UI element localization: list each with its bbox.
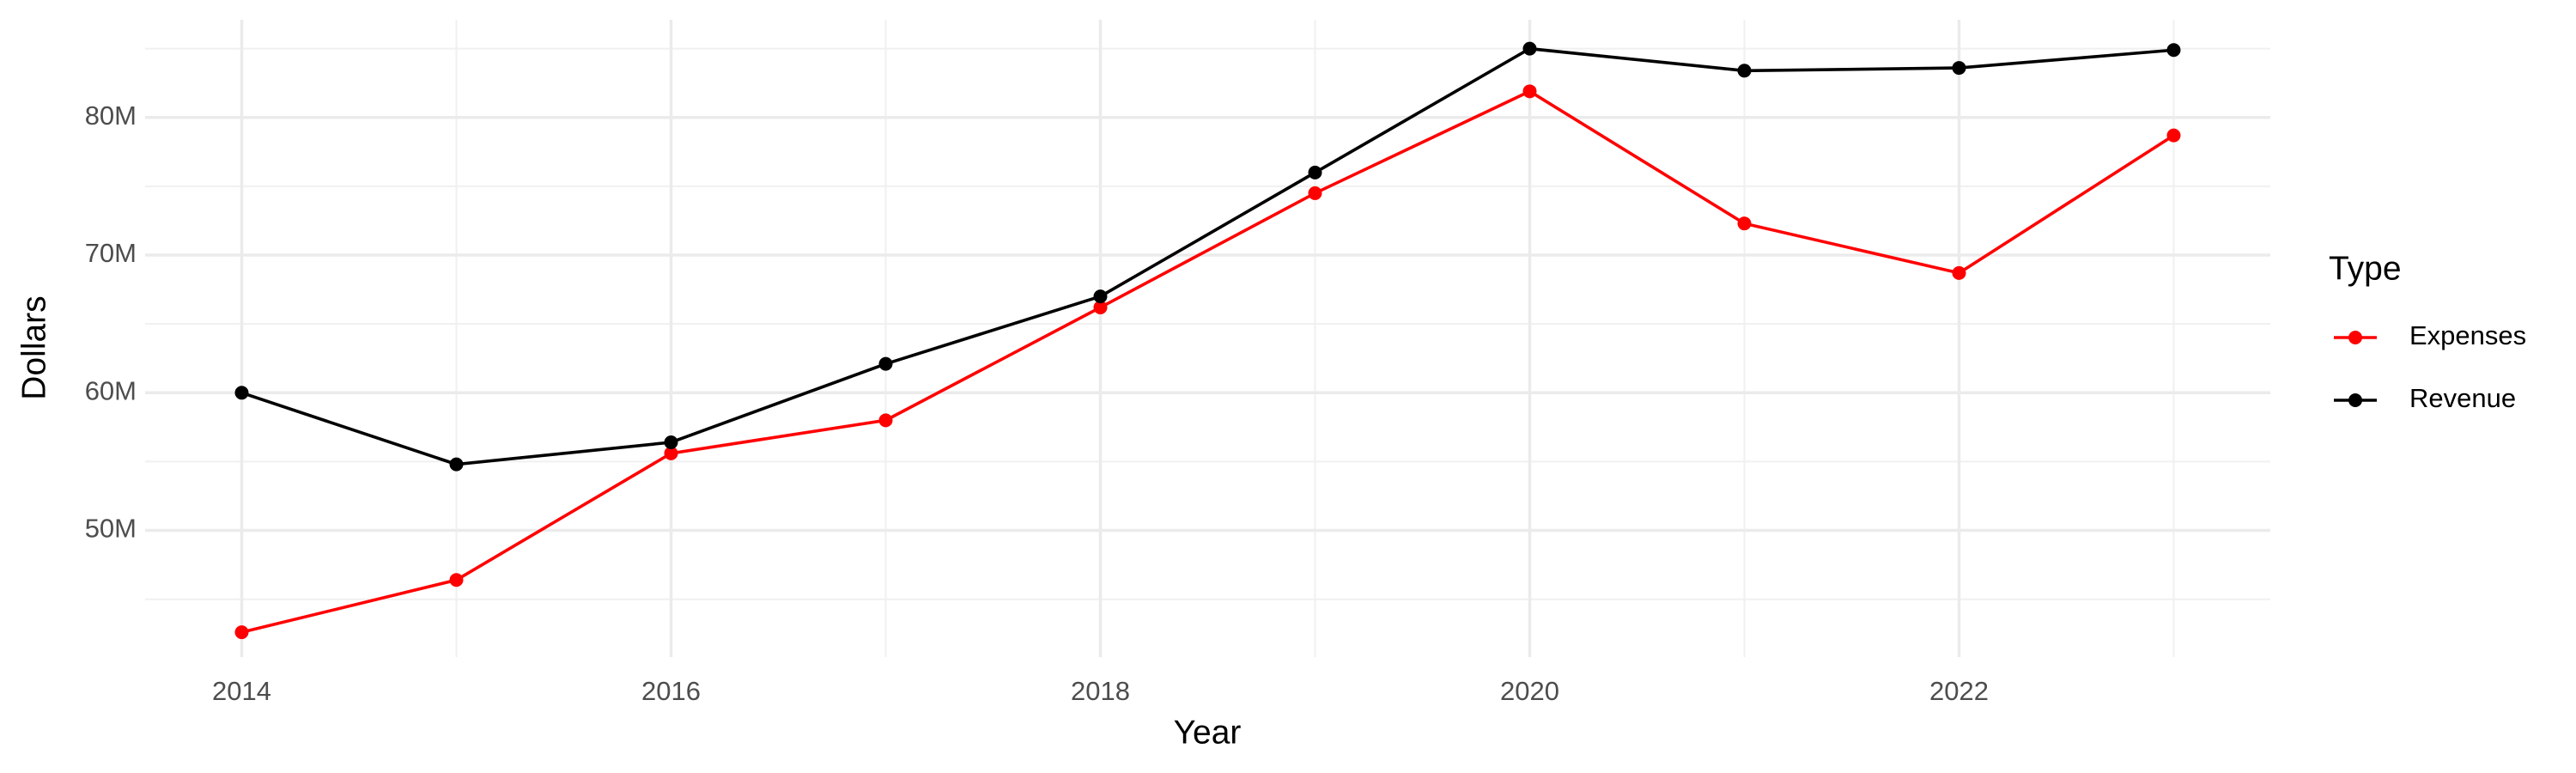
data-point [1093, 300, 1108, 314]
data-point [1308, 165, 1322, 180]
data-point [2166, 43, 2181, 58]
x-tick-label: 2016 [641, 676, 701, 706]
x-tick-label: 2022 [1929, 676, 1989, 706]
data-point [449, 573, 464, 587]
data-point [1737, 216, 1752, 231]
y-tick-label: 70M [85, 238, 137, 268]
data-point [2166, 128, 2181, 143]
series-line [240, 46, 2174, 466]
x-axis-title: Year [1174, 714, 1242, 751]
legend-key-point [2348, 393, 2362, 407]
x-tick-label: 2020 [1500, 676, 1559, 706]
data-point [1308, 186, 1322, 200]
series-line [241, 89, 2175, 634]
data-point [449, 457, 464, 472]
y-axis-title: Dollars [15, 295, 52, 399]
legend-label: Expenses [2409, 320, 2526, 350]
legend-key-point [2348, 331, 2362, 344]
x-tick-label: 2018 [1071, 676, 1130, 706]
data-point [1952, 265, 1966, 280]
legend-title: Type [2329, 250, 2402, 287]
data-point [878, 356, 893, 371]
data-point [234, 386, 249, 400]
data-point [664, 435, 678, 449]
data-point [1737, 64, 1752, 78]
data-point [1522, 41, 1537, 56]
data-point [1093, 289, 1108, 304]
data-point [1952, 61, 1966, 76]
x-tick-label: 2014 [212, 676, 271, 706]
data-point [234, 625, 249, 640]
data-point [878, 413, 893, 428]
y-tick-label: 80M [85, 100, 137, 131]
y-tick-label: 60M [85, 375, 137, 405]
data-point [664, 446, 678, 460]
y-tick-label: 50M [85, 514, 137, 544]
data-point [1522, 84, 1537, 99]
legend-label: Revenue [2409, 383, 2516, 413]
